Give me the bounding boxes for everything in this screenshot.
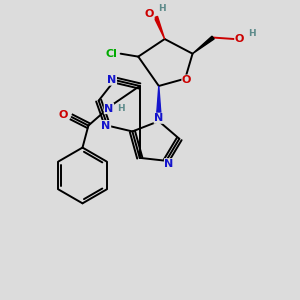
Text: N: N (107, 75, 116, 85)
Text: O: O (235, 34, 244, 44)
Text: N: N (104, 103, 113, 114)
Text: Cl: Cl (106, 49, 118, 59)
Polygon shape (154, 16, 165, 39)
Polygon shape (193, 36, 214, 54)
Text: N: N (101, 121, 111, 130)
Text: N: N (164, 159, 174, 169)
Text: H: H (249, 29, 256, 38)
Polygon shape (156, 86, 161, 121)
Text: H: H (117, 104, 125, 113)
Text: O: O (145, 9, 154, 19)
Text: O: O (59, 110, 68, 120)
Text: O: O (182, 75, 191, 85)
Text: H: H (158, 4, 166, 13)
Text: N: N (154, 113, 164, 123)
